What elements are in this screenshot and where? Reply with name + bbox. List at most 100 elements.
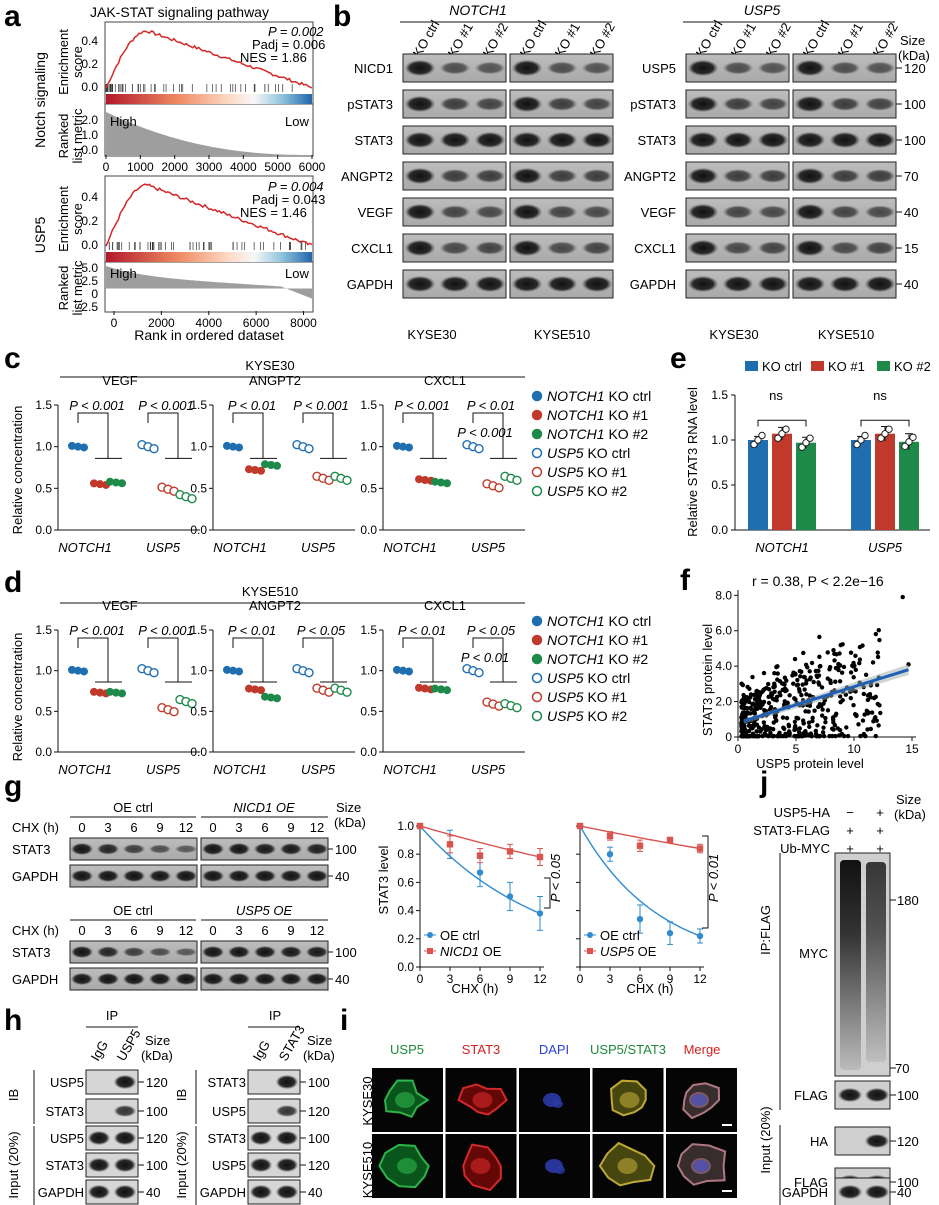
- panel-d-title: KYSE510: [242, 584, 298, 599]
- panel-label-a: a: [4, 0, 21, 33]
- h-row-label: STAT3: [45, 1104, 84, 1119]
- h-row-label: USP5: [212, 1104, 246, 1119]
- scatter-point: [832, 658, 837, 663]
- panel-h-ip-right: IP: [269, 1008, 281, 1023]
- scatter-y-tick-label: 2.0: [715, 695, 732, 709]
- scatter-point: [860, 718, 866, 723]
- scatter-point: [807, 676, 813, 682]
- blot-b-band: [688, 240, 718, 256]
- panel-e-ylabel: Relative STAT3 RNA level: [685, 387, 700, 537]
- g-time-label: 6: [130, 820, 137, 835]
- bar-y-tick-label: 1.5: [711, 388, 728, 402]
- blot-b-band: [475, 97, 505, 111]
- scatter-point: [865, 693, 871, 698]
- scatter-point: [827, 733, 832, 739]
- j-blot-label: MYC: [799, 946, 828, 961]
- scatter-point: [764, 685, 769, 691]
- gsea-bottom-rank-label-1: Ranked: [56, 266, 71, 311]
- gsea-top-hits: [105, 84, 293, 92]
- scatter-point: [865, 727, 870, 732]
- scatter-point: [787, 693, 792, 698]
- scatter-point: [817, 634, 822, 640]
- h-row-label: USP5: [212, 1158, 246, 1173]
- dot-notch-point: [405, 443, 413, 452]
- blot-b-band: [795, 60, 825, 76]
- dot-x-group: USP5: [146, 762, 181, 777]
- g-time-label: 9: [156, 820, 163, 835]
- gsea-bottom-high: High: [110, 266, 137, 281]
- dot-notch-point: [80, 443, 88, 452]
- scatter-point: [744, 711, 749, 717]
- dot-x-group: USP5: [471, 540, 506, 555]
- panel-g-size-1: Size: [336, 800, 361, 815]
- g-time-label: 3: [104, 923, 111, 938]
- scatter-point: [827, 665, 833, 670]
- blot-b-band: [440, 205, 470, 219]
- blot-b-band: [688, 132, 718, 148]
- gsea-x-tick-label: 6000: [299, 160, 326, 174]
- dot-notch-point: [118, 689, 126, 698]
- dot-usp5-point: [512, 475, 522, 486]
- g-legend-marker: [427, 932, 433, 938]
- blot-b-band: [830, 61, 860, 75]
- g-fit-curve: [579, 825, 701, 850]
- scatter-point: [828, 678, 833, 683]
- g-point-oe: [476, 852, 484, 859]
- scatter-point: [740, 682, 746, 688]
- panel-i-row-kyse510: KYSE510: [360, 1142, 375, 1198]
- dot-notch-point: [415, 683, 423, 692]
- blot-b-band: [582, 132, 612, 148]
- h-blot-band: [114, 1185, 136, 1199]
- dot-bracket: [232, 637, 277, 683]
- scatter-point: [775, 671, 780, 676]
- g-blot-band: [280, 843, 302, 855]
- scatter-point: [830, 717, 836, 722]
- legend-label: NOTCH1 KO ctrl: [547, 388, 651, 404]
- h-blot-band: [276, 1105, 298, 1117]
- g-blot-band: [202, 843, 224, 855]
- bar-ns-bracket: [757, 419, 807, 427]
- panel-d-legend: NOTCH1 KO ctrl NOTCH1 KO #1 NOTCH1 KO #2 US…: [531, 613, 651, 724]
- dot-bracket: [77, 412, 122, 459]
- dot-subtitle: CXCL1: [424, 598, 466, 613]
- legend-marker: [531, 653, 543, 665]
- blot-b-band: [723, 276, 753, 292]
- h-row-label: GAPDH: [38, 1185, 84, 1200]
- scatter-point: [853, 653, 858, 659]
- gsea-xlabel: Rank in ordered dataset: [134, 327, 284, 343]
- bar-point: [861, 431, 869, 440]
- blot-b-row-label: NICD1: [354, 61, 393, 76]
- g-point-oe: [506, 848, 514, 855]
- g-row-label: STAT3: [12, 842, 51, 857]
- blot-b-row-label: STAT3: [637, 133, 676, 148]
- scatter-point: [833, 665, 839, 671]
- scatter-point: [817, 654, 822, 660]
- i-merge-nucleus: [693, 1160, 709, 1172]
- g-point-oe: [666, 836, 674, 844]
- bar-rect: [748, 440, 768, 530]
- scatter-point: [761, 720, 767, 725]
- panel-f: r = 0.38, P < 2.2e−16 STAT3 protein leve…: [700, 573, 919, 771]
- j-size-label: 180: [897, 893, 919, 908]
- legend-label: USP5 KO ctrl: [547, 445, 630, 461]
- g-curve-x-tick-label: 3: [447, 972, 454, 986]
- blot-b-band: [475, 132, 505, 148]
- g-point-ctrl: [476, 869, 484, 876]
- j-blot-label: HA: [810, 1134, 828, 1149]
- panel-g-chx-1: CHX (h): [12, 820, 59, 835]
- blot-b-band: [405, 132, 435, 148]
- blot-b-row-label: CXCL1: [634, 241, 676, 256]
- scatter-point: [740, 710, 746, 715]
- j-lane1-sign: +: [846, 841, 854, 856]
- scatter-point: [823, 720, 828, 725]
- panel-c: KYSE30 Relative concentration VEGF 1.5 1.0…: [10, 358, 525, 555]
- scatter-point: [848, 670, 854, 675]
- scatter-point: [834, 652, 839, 657]
- dot-notch-point: [74, 666, 82, 675]
- panel-a: JAK-STAT signaling pathway P = 0.002 Pad…: [32, 4, 326, 343]
- blot-b-band: [795, 96, 825, 112]
- blot-b-cell-3: KYSE510: [818, 327, 874, 342]
- scatter-point: [833, 733, 838, 739]
- g-blot-band: [228, 946, 250, 958]
- scatter-point: [744, 705, 750, 711]
